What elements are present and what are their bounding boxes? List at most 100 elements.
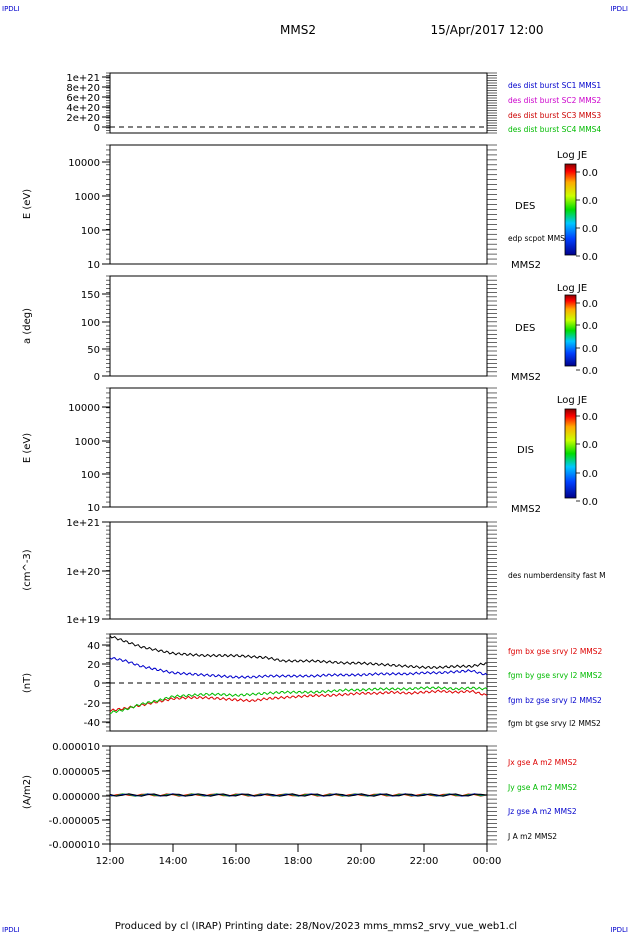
corner-label-bl: IPDLI	[2, 926, 20, 934]
y-tick-label: 1000	[75, 437, 100, 448]
y-tick-label: -0.000005	[49, 816, 100, 827]
y-tick-label: 6e+20	[66, 93, 100, 104]
colorbar-tick-label: 0.0	[582, 366, 598, 377]
y-tick-label: 8e+20	[66, 83, 100, 94]
y-tick-label: 1e+21	[66, 73, 100, 84]
series-label: DES	[515, 323, 535, 334]
series-label: fgm by gse srvy l2 MMS2	[508, 671, 603, 680]
time-axis: 12:00 14:00 16:00 18:00 20:00 22:00 00:00	[96, 844, 502, 867]
y-tick-label: 100	[81, 318, 100, 329]
panel-frame	[109, 144, 488, 265]
colorbar-title: Log JE	[557, 395, 587, 406]
series-label: fgm bt gse srvy l2 MMS2	[508, 719, 601, 728]
panel-density: 1e+21 1e+20 1e+19 (cm^-3) des numberdensity …	[22, 518, 606, 626]
y-axis-label: E (eV)	[22, 433, 33, 463]
y-tick-label: 4e+20	[66, 103, 100, 114]
colorbar-title: Log JE	[557, 150, 587, 161]
colorbar-tick-label: 0.0	[582, 168, 598, 179]
y-tick-label: 0	[94, 679, 100, 690]
colorbar	[564, 163, 577, 256]
series-label: Jy gse A m2 MMS2	[507, 783, 577, 792]
x-tick-label: 00:00	[473, 856, 502, 867]
x-tick-label: 16:00	[222, 856, 251, 867]
y-tick-label: 0.000010	[52, 742, 100, 753]
series-label: MMS2	[511, 504, 541, 515]
series-line-J-A-m2-MMS2	[109, 793, 488, 797]
y-tick-label: 0	[94, 372, 100, 383]
series-label: DES	[515, 201, 535, 212]
plot-datetime: 15/Apr/2017 12:00	[430, 23, 543, 37]
y-tick-label: 2e+20	[66, 113, 100, 124]
y-tick-label: 20	[87, 660, 100, 671]
x-tick-label: 22:00	[410, 856, 439, 867]
series-label: Jx gse A m2 MMS2	[507, 758, 577, 767]
series-label: des dist burst SC4 MMS4	[508, 125, 601, 134]
series-label: edp scpot MMS2	[508, 234, 570, 243]
y-tick-label: 100	[81, 226, 100, 237]
series-label: MMS2	[511, 372, 541, 383]
y-tick-label: 10000	[68, 403, 100, 414]
y-tick-label: 0	[94, 123, 100, 134]
colorbar-tick-label: 0.0	[582, 224, 598, 235]
footer-text: Produced by cl (IRAP) Printing date: 28/…	[115, 921, 517, 932]
y-tick-label: 10	[87, 260, 100, 271]
series-label: DIS	[517, 445, 534, 456]
y-tick-label: 0.000000	[52, 792, 100, 803]
colorbar	[564, 408, 577, 499]
series-label: Jz gse A m2 MMS2	[507, 807, 577, 816]
series-line-fgm-bt-gse-srvy-l2-MMS2	[109, 635, 488, 670]
plot-title: MMS2	[280, 23, 316, 37]
y-tick-label: 10000	[68, 158, 100, 169]
corner-label-tl: IPDLI	[2, 5, 20, 13]
y-axis-label: a (deg)	[22, 308, 33, 344]
colorbar-tick-label: 0.0	[582, 321, 598, 332]
panel-frame	[109, 387, 488, 508]
panel-frame	[109, 72, 488, 134]
colorbar-title: Log JE	[557, 283, 587, 294]
colorbar-tick-label: 0.0	[582, 497, 598, 508]
y-tick-label: 1000	[75, 192, 100, 203]
panel-dis-energy: 10000 1000 100 10 E (eV) DIS MMS2 Log JE 0.0 0.0 0…	[22, 387, 598, 515]
colorbar	[564, 294, 577, 367]
series-group-panel-current	[109, 793, 488, 797]
colorbar-tick-label: 0.0	[582, 299, 598, 310]
colorbar-tick-label: 0.0	[582, 196, 598, 207]
y-tick-label: 1e+19	[66, 615, 100, 626]
panel-des-energy: 10000 1000 100 10 E (eV) DES edp scpot MMS2 MMS…	[22, 144, 598, 271]
series-label: des dist burst SC2 MMS2	[508, 96, 601, 105]
corner-label-tr: IPDLI	[610, 5, 628, 13]
x-tick-label: 20:00	[347, 856, 376, 867]
series-label: fgm bz gse srvy l2 MMS2	[508, 696, 602, 705]
panel-des-pitch: 150 100 50 0 a (deg) DES MMS2 Log JE 0.0 0.0 0.0 0.…	[22, 275, 598, 383]
panel-frame	[109, 275, 488, 377]
y-axis-label: (A/m2)	[22, 775, 33, 809]
x-tick-label: 14:00	[159, 856, 188, 867]
y-tick-label: 1e+21	[66, 518, 100, 529]
series-line-fgm-bx-gse-srvy-l2-MMS2	[109, 689, 488, 713]
series-line-fgm-by-gse-srvy-l2-MMS2	[109, 686, 488, 715]
series-label: des numberdensity fast M	[508, 571, 606, 580]
colorbar-tick-label: 0.0	[582, 412, 598, 423]
y-tick-label: 1e+20	[66, 567, 100, 578]
colorbar-tick-label: 0.0	[582, 469, 598, 480]
y-tick-label: -0.000010	[49, 840, 100, 851]
x-tick-label: 18:00	[284, 856, 313, 867]
panel-current: 0.000010 0.000005 0.000000 -0.000005 -0.0000…	[22, 742, 577, 851]
colorbar-tick-label: 0.0	[582, 440, 598, 451]
y-axis-label: E (eV)	[22, 189, 33, 219]
series-group-panel-bfield	[109, 635, 488, 715]
panel-frame	[109, 521, 488, 620]
y-tick-label: 40	[87, 641, 100, 652]
series-label: J A m2 MMS2	[507, 832, 557, 841]
y-tick-label: 100	[81, 470, 100, 481]
colorbar-tick-label: 0.0	[582, 344, 598, 355]
y-tick-label: -40	[84, 718, 100, 729]
series-label: des dist burst SC3 MMS3	[508, 111, 601, 120]
corner-label-br: IPDLI	[610, 926, 628, 934]
y-tick-label: 10	[87, 503, 100, 514]
y-tick-label: -20	[84, 699, 100, 710]
colorbar-tick-label: 0.0	[582, 252, 598, 263]
series-label: MMS2	[511, 260, 541, 271]
